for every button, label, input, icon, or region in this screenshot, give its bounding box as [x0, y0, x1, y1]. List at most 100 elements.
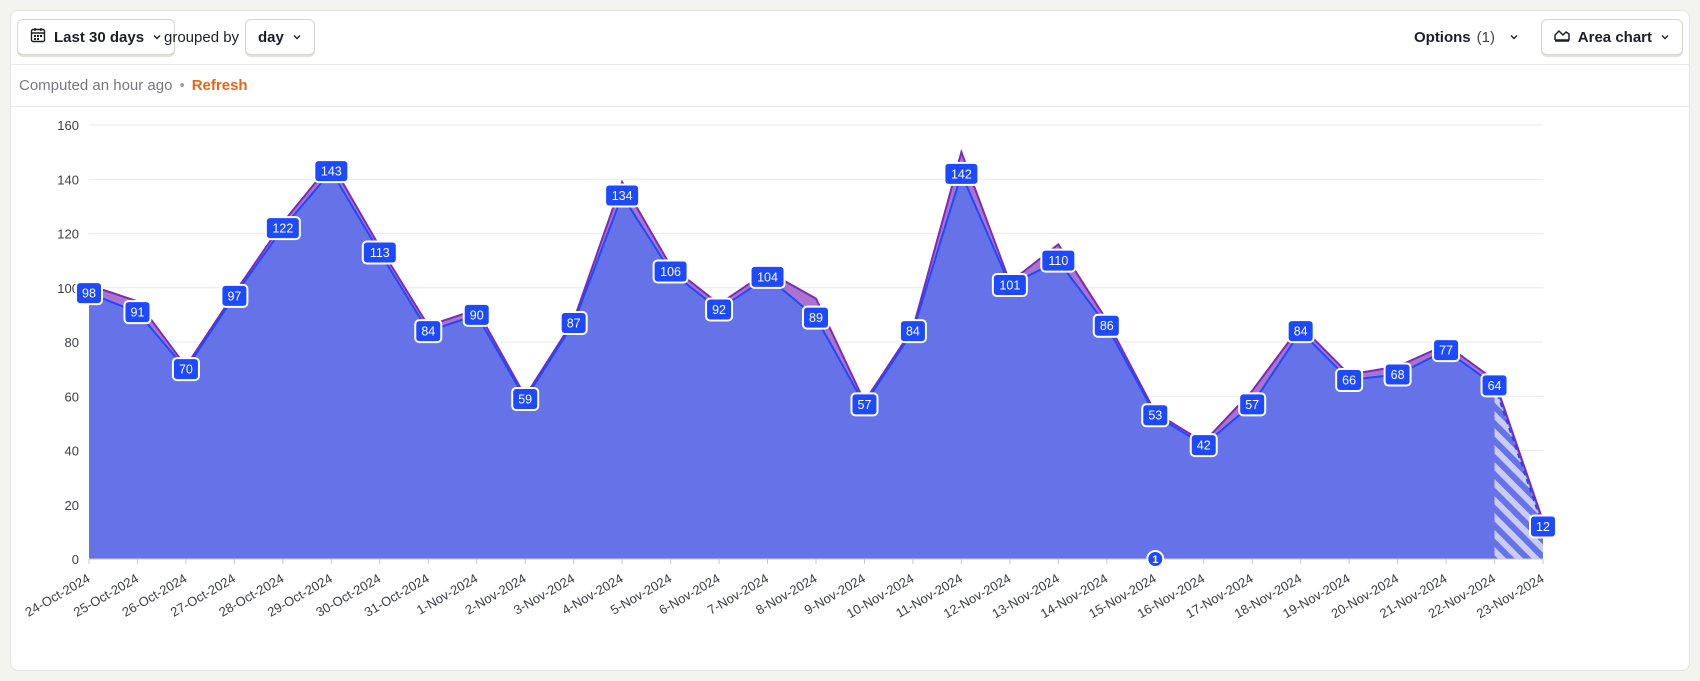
data-label: 70 — [171, 357, 200, 382]
data-label-value: 97 — [227, 289, 241, 303]
data-label: 12 — [1529, 514, 1557, 539]
status-separator: • — [179, 77, 185, 94]
data-label: 106 — [652, 259, 689, 284]
area-series — [88, 148, 1544, 560]
data-label: 113 — [361, 240, 398, 265]
data-label-box — [1040, 248, 1077, 273]
data-label: 68 — [1383, 362, 1412, 387]
chevron-down-icon — [152, 29, 162, 46]
data-label: 57 — [850, 392, 879, 417]
options-count: (1) — [1476, 28, 1495, 46]
data-label-value: 134 — [612, 189, 633, 203]
y-axis: 0 20 40 60 80 100 120 140 160 — [57, 118, 79, 567]
data-label: 57 — [1238, 392, 1267, 417]
y-tick-label: 100 — [57, 281, 79, 296]
data-label-value: 142 — [951, 167, 972, 181]
data-label: 66 — [1335, 367, 1364, 392]
annotation-badge[interactable] — [1146, 550, 1165, 568]
chevron-down-icon — [1509, 29, 1519, 46]
data-label: 142 — [943, 161, 980, 186]
chart-type-label: Area chart — [1577, 28, 1652, 46]
data-label-box — [1432, 338, 1461, 363]
data-label-value: 57 — [858, 398, 872, 412]
data-label-value: 104 — [757, 270, 778, 284]
data-label-box — [462, 302, 491, 327]
data-label: 84 — [1286, 319, 1315, 344]
data-label-box — [749, 264, 786, 289]
data-label-value: 92 — [712, 303, 726, 317]
data-label: 98 — [75, 281, 103, 306]
data-label-box — [1189, 433, 1218, 458]
data-label-value: 59 — [518, 392, 532, 406]
data-label: 104 — [749, 264, 786, 289]
data-label-box — [850, 392, 879, 417]
data-label-value: 64 — [1488, 379, 1502, 393]
data-label: 110 — [1040, 248, 1077, 273]
date-range-button[interactable]: Last 30 days — [17, 19, 176, 55]
x-axis — [88, 558, 1544, 564]
data-label-value: 86 — [1100, 319, 1114, 333]
data-label-box — [220, 283, 249, 308]
data-label-box — [1480, 373, 1509, 398]
data-label-value: 101 — [999, 279, 1020, 293]
refresh-link[interactable]: Refresh — [191, 77, 248, 94]
data-label-box — [705, 297, 734, 322]
chart-type-button[interactable]: Area chart — [1540, 19, 1683, 55]
x-axis-labels: 24-Oct-202425-Oct-202426-Oct-202427-Oct-… — [22, 571, 1546, 622]
calendar-icon — [30, 27, 46, 47]
y-tick-label: 20 — [65, 498, 79, 513]
area-chart: 0 20 40 60 80 100 120 140 160 24-Oct-202425-Oct-… — [22, 118, 1557, 622]
data-label-box — [75, 281, 103, 306]
data-label: 84 — [898, 319, 927, 344]
toolbar: Last 30 days grouped by day Options (1) — [11, 11, 1689, 65]
data-label-value: 84 — [421, 325, 435, 339]
chevron-down-icon — [292, 29, 302, 46]
data-label-value: 68 — [1391, 368, 1405, 382]
data-label-value: 42 — [1197, 439, 1211, 453]
data-label: 87 — [559, 311, 588, 336]
data-label-box — [943, 161, 980, 186]
data-label-box — [264, 216, 301, 241]
primary-line-incomplete — [1493, 385, 1544, 527]
y-tick-label: 60 — [65, 389, 79, 404]
data-label-value: 70 — [179, 363, 193, 377]
data-label: 86 — [1092, 313, 1121, 338]
data-label-box — [898, 319, 927, 344]
data-label-value: 84 — [906, 325, 920, 339]
data-label-value: 53 — [1148, 409, 1162, 423]
interval-button[interactable]: day — [245, 19, 315, 55]
insight-panel: Last 30 days grouped by day Options (1) — [10, 10, 1690, 671]
data-label: 64 — [1480, 373, 1509, 398]
data-label-box — [1383, 362, 1412, 387]
data-label-value: 89 — [809, 311, 823, 325]
data-label-box — [361, 240, 398, 265]
data-label: 143 — [313, 159, 350, 184]
annotation-marker[interactable]: 1 — [1146, 550, 1165, 568]
data-label-value: 90 — [470, 308, 484, 322]
data-label-box — [511, 386, 540, 411]
data-label-value: 87 — [567, 317, 581, 331]
data-label-box — [1286, 319, 1315, 344]
data-label: 91 — [123, 300, 152, 325]
data-label-value: 91 — [131, 306, 145, 320]
data-label-value: 12 — [1536, 520, 1550, 534]
data-label: 97 — [220, 283, 249, 308]
data-label-box — [559, 311, 588, 336]
data-label-box — [313, 159, 350, 184]
data-labels: 98 91 70 97 122 143 113 84 90 59 87 134 106 92 104 89 57… — [75, 159, 1557, 539]
options-button[interactable]: Options (1) — [1414, 19, 1519, 55]
data-label-box — [1335, 367, 1364, 392]
date-range-label: Last 30 days — [54, 28, 145, 46]
data-label: 90 — [462, 302, 491, 327]
data-label-box — [604, 183, 641, 208]
y-tick-label: 0 — [72, 552, 79, 567]
grouped-by-label: grouped by — [164, 28, 240, 46]
data-label: 53 — [1141, 403, 1170, 428]
data-label-box — [991, 273, 1028, 298]
data-label: 101 — [991, 273, 1028, 298]
interval-label: day — [258, 28, 284, 46]
data-label-box — [802, 305, 830, 330]
data-label-value: 106 — [660, 265, 681, 279]
data-label-box — [1238, 392, 1267, 417]
data-label-box — [1529, 514, 1557, 539]
